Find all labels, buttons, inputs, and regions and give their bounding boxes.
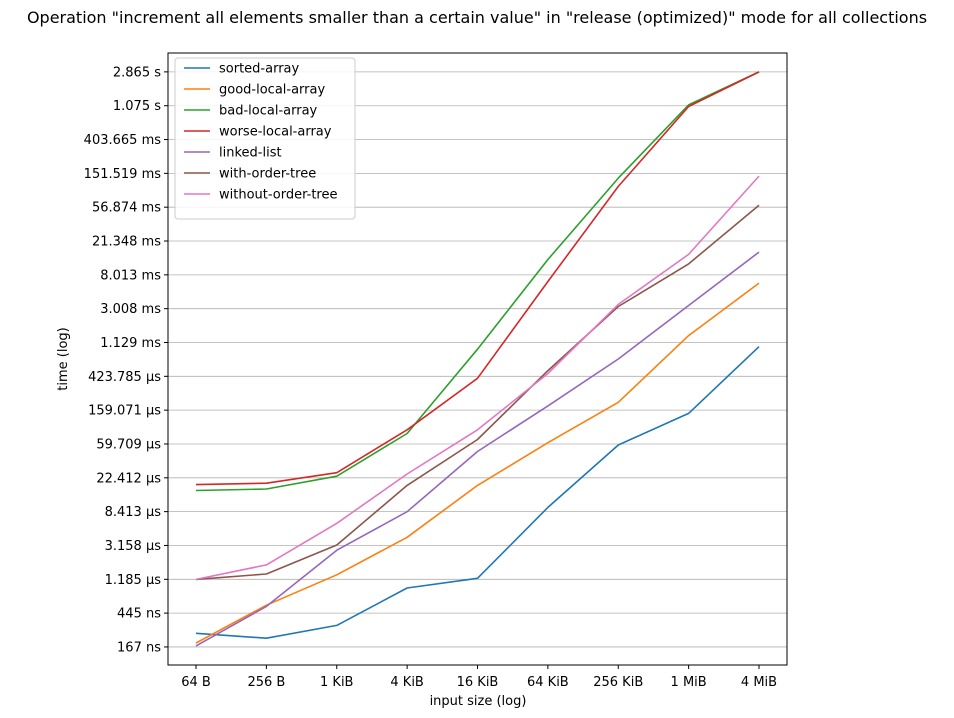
y-tick-label: 3.008 ms <box>100 302 161 317</box>
legend-label: without-order-tree <box>219 188 337 203</box>
y-tick-label: 56.874 ms <box>92 201 161 216</box>
y-tick-label: 22.412 µs <box>96 471 161 486</box>
x-tick-label: 4 KiB <box>390 675 423 690</box>
grid-lines <box>168 71 787 648</box>
series-line-sorted-array <box>195 346 760 640</box>
series-line-good-local-array <box>195 282 760 644</box>
y-tick-label: 59.709 µs <box>96 437 161 452</box>
series-line-worse-local-array <box>195 71 760 486</box>
y-tick-label: 3.158 µs <box>105 539 162 554</box>
series-line-with-order-tree <box>195 204 760 581</box>
y-tick-label: 8.413 µs <box>105 505 162 520</box>
y-tick-label: 21.348 ms <box>92 235 161 250</box>
x-tick-label: 16 KiB <box>457 675 499 690</box>
series-line-without-order-tree <box>195 175 760 581</box>
y-tick-label: 167 ns <box>117 640 161 655</box>
x-tick-label: 1 KiB <box>320 675 353 690</box>
y-axis-label: time (log) <box>56 327 71 390</box>
series-line-bad-local-array <box>195 71 760 492</box>
x-tick-label: 256 KiB <box>593 675 643 690</box>
y-tick-label: 1.185 µs <box>105 573 162 588</box>
x-tick-label: 256 B <box>247 675 285 690</box>
y-tick-label: 8.013 ms <box>100 268 161 283</box>
y-tick-label: 423.785 µs <box>88 370 161 385</box>
x-axis-label: input size (log) <box>430 694 527 709</box>
series-lines <box>195 71 760 647</box>
x-axis: 64 B 256 B 1 KiB 4 KiB 16 KiB 64 KiB 256 KiB 1 … <box>181 665 777 690</box>
legend-box <box>174 57 356 220</box>
x-tick-label: 4 MiB <box>741 675 777 690</box>
legend-label: linked-list <box>219 146 282 161</box>
series-line-linked-list <box>195 251 760 647</box>
legend-label: with-order-tree <box>219 167 316 182</box>
x-tick-label: 64 B <box>181 675 211 690</box>
x-tick-label: 1 MiB <box>671 675 707 690</box>
legend-label: worse-local-array <box>219 125 332 140</box>
y-tick-label: 1.129 ms <box>100 336 161 351</box>
legend-label: good-local-array <box>219 83 325 98</box>
chart-title: Operation "increment all elements smalle… <box>27 8 927 27</box>
legend: sorted-array good-local-array bad-local-ar… <box>174 57 356 220</box>
legend-label: bad-local-array <box>219 104 318 119</box>
y-axis: 167 ns 445 ns 1.185 µs 3.158 µs 8.413 µs 22.4… <box>84 65 168 655</box>
y-tick-label: 1.075 s <box>113 99 161 114</box>
legend-label: sorted-array <box>219 62 300 77</box>
y-tick-label: 159.071 µs <box>88 404 161 419</box>
y-tick-label: 445 ns <box>117 607 161 622</box>
x-tick-label: 64 KiB <box>527 675 569 690</box>
y-tick-label: 151.519 ms <box>84 167 162 182</box>
y-tick-label: 2.865 s <box>113 65 161 80</box>
y-tick-label: 403.665 ms <box>84 133 162 148</box>
